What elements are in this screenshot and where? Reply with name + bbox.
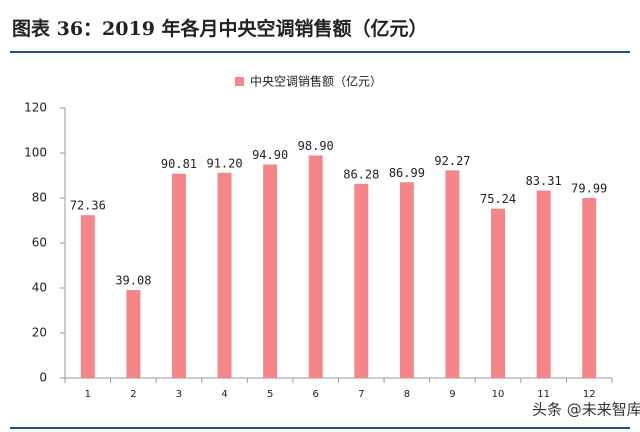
bar [126, 290, 141, 378]
bar [582, 198, 597, 378]
x-tick-label: 6 [313, 389, 319, 400]
y-tick-label: 20 [32, 326, 47, 340]
legend-marker [235, 77, 244, 86]
legend-label: 中央空调销售额（亿元） [250, 74, 382, 89]
value-label: 75.24 [480, 192, 516, 206]
bar [171, 173, 186, 378]
chart-title: 图表 36：2019 年各月中央空调销售额（亿元） [12, 17, 428, 40]
x-tick-label: 10 [492, 389, 505, 400]
x-tick-label: 8 [404, 389, 410, 400]
bar [217, 172, 232, 378]
bar [80, 215, 95, 378]
bar [445, 170, 460, 378]
value-label: 92.27 [434, 154, 470, 168]
x-tick-label: 1 [85, 389, 91, 400]
value-label: 83.31 [526, 174, 562, 188]
y-tick-label: 60 [32, 236, 47, 250]
bar [536, 190, 551, 378]
x-tick-label: 12 [583, 389, 596, 400]
x-tick-label: 7 [358, 389, 364, 400]
watermark: 头条 @未来智库 [532, 401, 640, 419]
x-tick-label: 5 [267, 389, 273, 400]
x-tick-label: 11 [537, 389, 550, 400]
value-label: 86.99 [389, 166, 425, 180]
value-label: 79.99 [571, 182, 607, 196]
value-label: 90.81 [161, 157, 197, 171]
x-tick-label: 3 [176, 389, 182, 400]
bar [263, 164, 278, 378]
value-label: 94.90 [252, 148, 288, 162]
y-tick-label: 0 [39, 371, 47, 385]
y-tick-label: 80 [32, 191, 47, 205]
y-tick-label: 120 [24, 101, 47, 115]
bar [399, 182, 414, 378]
bar [491, 208, 506, 378]
x-tick-label: 9 [449, 389, 455, 400]
value-label: 72.36 [70, 199, 106, 213]
value-label: 86.28 [343, 167, 379, 181]
bar [308, 155, 323, 378]
bar [354, 183, 369, 378]
value-label: 91.20 [206, 156, 242, 170]
x-tick-label: 2 [130, 389, 136, 400]
x-tick-label: 4 [221, 389, 227, 400]
value-label: 98.90 [298, 139, 334, 153]
value-label: 39.08 [115, 274, 151, 288]
y-tick-label: 100 [24, 146, 47, 160]
y-tick-label: 40 [32, 281, 47, 295]
